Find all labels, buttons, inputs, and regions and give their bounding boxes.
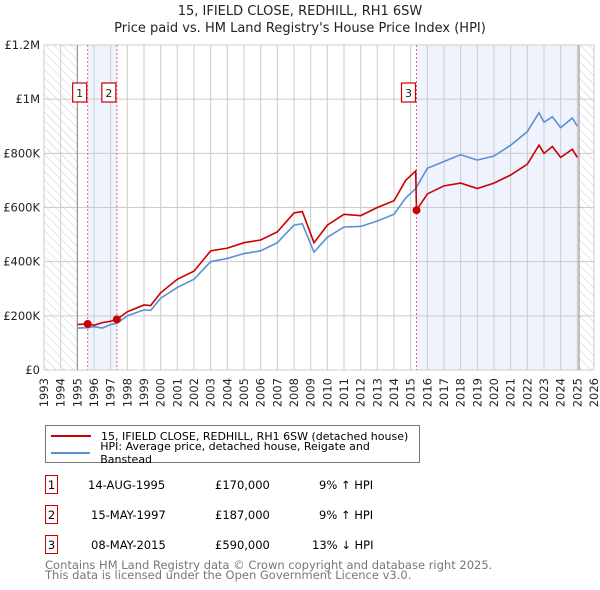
- x-tick-label: 2000: [154, 378, 168, 407]
- series-line: [77, 143, 579, 327]
- y-tick-label: £1.2M: [4, 38, 40, 52]
- hpi-diff: 9% ↑ HPI: [319, 478, 374, 492]
- marker-label: 2: [105, 87, 112, 100]
- chart-title: 15, IFIELD CLOSE, REDHILL, RH1 6SW: [177, 4, 423, 19]
- y-tick-label: £800K: [3, 146, 40, 160]
- x-tick-label: 2022: [520, 378, 534, 407]
- x-tick-label: 2002: [187, 378, 201, 407]
- x-tick-label: 2018: [454, 378, 468, 407]
- x-tick-label: 2011: [337, 378, 351, 407]
- x-tick-label: 2020: [487, 378, 501, 407]
- legend-item-property: 15, IFIELD CLOSE, REDHILL, RH1 6SW (deta…: [51, 429, 408, 443]
- x-tick-label: 2013: [370, 378, 384, 407]
- marker-badge: 2: [45, 505, 58, 524]
- x-tick-label: 2024: [554, 378, 568, 407]
- marker-label-box: [400, 82, 417, 103]
- price-chart: 1993 1994 1995 1996 1997 1998 1999 2000 2001 2002…: [3, 38, 600, 407]
- x-tick-label: 1999: [137, 378, 151, 407]
- y-tick-label: £600K: [3, 201, 40, 215]
- x-tick-label: 2004: [220, 378, 234, 407]
- date: 15-MAY-1997: [91, 508, 166, 522]
- chart-subtitle: Price paid vs. HM Land Registry's House …: [114, 21, 486, 36]
- marker-label: 3: [405, 87, 412, 100]
- y-tick-label: £0: [25, 363, 40, 377]
- x-tick-label: 1995: [70, 378, 84, 407]
- x-tick-label: 2012: [354, 378, 368, 407]
- x-tick-label: 2019: [470, 378, 484, 407]
- marker-label-box: [101, 82, 117, 103]
- x-tick-label: 1997: [104, 378, 118, 407]
- marker-badge: 1: [45, 475, 58, 494]
- hpi-diff: 13% ↓ HPI: [312, 538, 374, 552]
- marker-label-box: [72, 82, 88, 103]
- x-tick-label: 2009: [304, 378, 318, 407]
- x-tick-label: 1996: [87, 378, 101, 407]
- x-tick-label: 1993: [37, 378, 51, 407]
- sale-point: [112, 315, 121, 324]
- price: £170,000: [215, 478, 270, 492]
- sale-point: [83, 319, 92, 328]
- x-tick-label: 2016: [420, 378, 434, 407]
- y-tick-label: £400K: [3, 255, 40, 269]
- series-line: [77, 111, 579, 329]
- x-tick-label: 2003: [204, 378, 218, 407]
- x-tick-label: 2010: [320, 378, 334, 407]
- date: 14-AUG-1995: [88, 478, 166, 492]
- x-tick-label: 2025: [570, 378, 584, 407]
- x-tick-label: 2006: [254, 378, 268, 407]
- legend-item-hpi: HPI: Average price, detached house, Reig…: [51, 440, 419, 466]
- marker-label: 1: [76, 87, 83, 100]
- price: £187,000: [215, 508, 270, 522]
- y-tick-label: £1M: [15, 92, 40, 106]
- sale-point: [412, 206, 421, 215]
- x-tick-label: 1998: [120, 378, 134, 407]
- x-tick-label: 2007: [270, 378, 284, 407]
- footer-line: This data is licensed under the Open Gov…: [45, 568, 412, 582]
- legend: 15, IFIELD CLOSE, REDHILL, RH1 6SW (deta…: [45, 425, 420, 466]
- x-tick-label: 1994: [54, 378, 68, 407]
- x-tick-label: 2017: [437, 378, 451, 407]
- footer-line: Contains HM Land Registry data © Crown c…: [45, 558, 493, 572]
- x-tick-label: 2001: [170, 378, 184, 407]
- x-tick-label: 2014: [387, 378, 401, 407]
- x-tick-label: 2015: [404, 378, 418, 407]
- hpi-diff: 9% ↑ HPI: [319, 508, 374, 522]
- x-tick-label: 2005: [237, 378, 251, 407]
- x-tick-label: 2008: [287, 378, 301, 407]
- date: 08-MAY-2015: [91, 538, 166, 552]
- marker-badge: 3: [45, 535, 58, 554]
- price: £590,000: [215, 538, 270, 552]
- x-tick-label: 2021: [504, 378, 518, 407]
- x-tick-label: 2023: [537, 378, 551, 407]
- legend-label: 15, IFIELD CLOSE, REDHILL, RH1 6SW (deta…: [101, 429, 409, 443]
- legend-label: HPI: Average price, detached house, Reig…: [100, 440, 370, 466]
- y-tick-label: £200K: [3, 309, 40, 323]
- x-tick-label: 2026: [587, 378, 600, 407]
- footer: Contains HM Land Registry data © Crown c…: [45, 558, 493, 582]
